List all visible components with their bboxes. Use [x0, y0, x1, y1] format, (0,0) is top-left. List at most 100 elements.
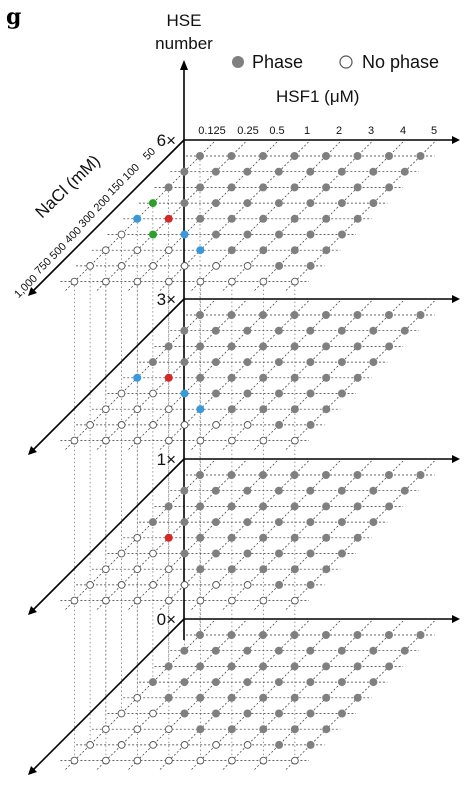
hsf1-axis-arrow [452, 455, 460, 463]
point-phase [274, 678, 283, 687]
point-no-phase [117, 709, 126, 718]
point-phase [259, 662, 268, 671]
point-phase [322, 342, 331, 351]
nacl-axis-arrow [28, 446, 37, 455]
point-no-phase [165, 277, 173, 286]
point-phase [369, 678, 378, 687]
point-phase [290, 183, 299, 192]
point-phase [243, 230, 252, 239]
point-no-phase [86, 741, 94, 749]
x-tick-label: 0.125 [198, 125, 226, 137]
nacl-axis [29, 139, 185, 295]
point-phase [369, 518, 378, 527]
point-phase [290, 662, 299, 671]
point-phase [227, 502, 236, 511]
point-no-phase [101, 246, 110, 255]
point-phase [322, 373, 331, 382]
hsf1-axis-arrow [452, 295, 460, 303]
point-phase [259, 311, 267, 319]
point-phase [306, 740, 315, 749]
point-phase [400, 326, 409, 335]
y-tick-label: 100 [121, 162, 142, 183]
point-phase [416, 311, 425, 319]
point-phase [338, 549, 346, 558]
point-no-phase [117, 549, 126, 558]
point-phase [290, 471, 299, 479]
point-phase [290, 565, 299, 574]
y-tick-label: 200 [92, 193, 113, 214]
x-tick-label: 3 [368, 125, 374, 137]
point-phase [290, 405, 299, 414]
point-phase [164, 342, 173, 351]
point-no-phase [133, 756, 142, 765]
point-phase [180, 549, 189, 558]
point-phase [180, 167, 189, 176]
legend-phase-label: Phase [252, 52, 303, 72]
point-phase [180, 326, 189, 335]
point-phase [385, 471, 393, 479]
point-phase [369, 199, 378, 208]
point-no-phase [149, 741, 157, 749]
legend-no-phase-marker [339, 55, 353, 69]
point-phase [196, 693, 205, 702]
point-phase [211, 486, 220, 495]
point-phase [290, 152, 299, 160]
point-phase [274, 646, 283, 655]
point-phase [353, 311, 362, 319]
point-no-phase [180, 741, 189, 749]
point-blue [196, 405, 205, 414]
point-phase [227, 183, 236, 192]
point-phase [385, 662, 394, 671]
point-phase [338, 389, 346, 398]
point-no-phase [243, 262, 252, 270]
point-phase [353, 631, 362, 639]
point-no-phase [228, 277, 236, 286]
point-phase [275, 420, 284, 429]
point-phase [275, 709, 283, 718]
point-phase [290, 533, 299, 542]
point-phase [243, 389, 252, 398]
point-phase [353, 152, 362, 160]
point-phase [274, 518, 283, 527]
point-phase [416, 631, 425, 639]
point-phase [212, 230, 220, 239]
point-phase [275, 549, 283, 558]
point-no-phase [196, 756, 205, 765]
point-phase [180, 518, 189, 527]
point-no-phase [180, 581, 189, 589]
point-phase [306, 261, 315, 270]
point-no-phase [291, 277, 299, 286]
point-phase [196, 533, 205, 542]
point-phase [211, 358, 220, 367]
point-phase [259, 183, 268, 192]
point-phase [275, 580, 284, 589]
point-phase [275, 740, 284, 749]
point-phase [322, 533, 331, 542]
point-no-phase [180, 262, 189, 270]
point-phase [275, 261, 284, 270]
point-phase [196, 214, 205, 223]
point-no-phase [164, 246, 173, 255]
legend-no-phase-label: No phase [362, 52, 439, 72]
hsf1-axis-arrow [452, 136, 460, 144]
point-phase [306, 199, 315, 208]
point-phase [274, 167, 283, 176]
point-no-phase [70, 277, 79, 286]
point-blue [196, 246, 205, 255]
hse-level-label: 6× [157, 131, 176, 150]
point-phase [227, 152, 236, 160]
point-phase [322, 662, 331, 671]
point-phase [211, 678, 220, 687]
point-phase [337, 199, 346, 208]
point-no-phase [149, 421, 157, 429]
point-phase [259, 471, 267, 479]
point-phase [275, 230, 283, 239]
point-phase [196, 631, 204, 639]
x-tick-label: 4 [400, 125, 406, 137]
y-tick-label: 50 [141, 146, 158, 163]
point-no-phase [86, 581, 94, 589]
point-no-phase [291, 596, 299, 605]
point-phase [259, 533, 268, 542]
point-phase [290, 342, 299, 351]
nacl-axis [29, 618, 185, 774]
